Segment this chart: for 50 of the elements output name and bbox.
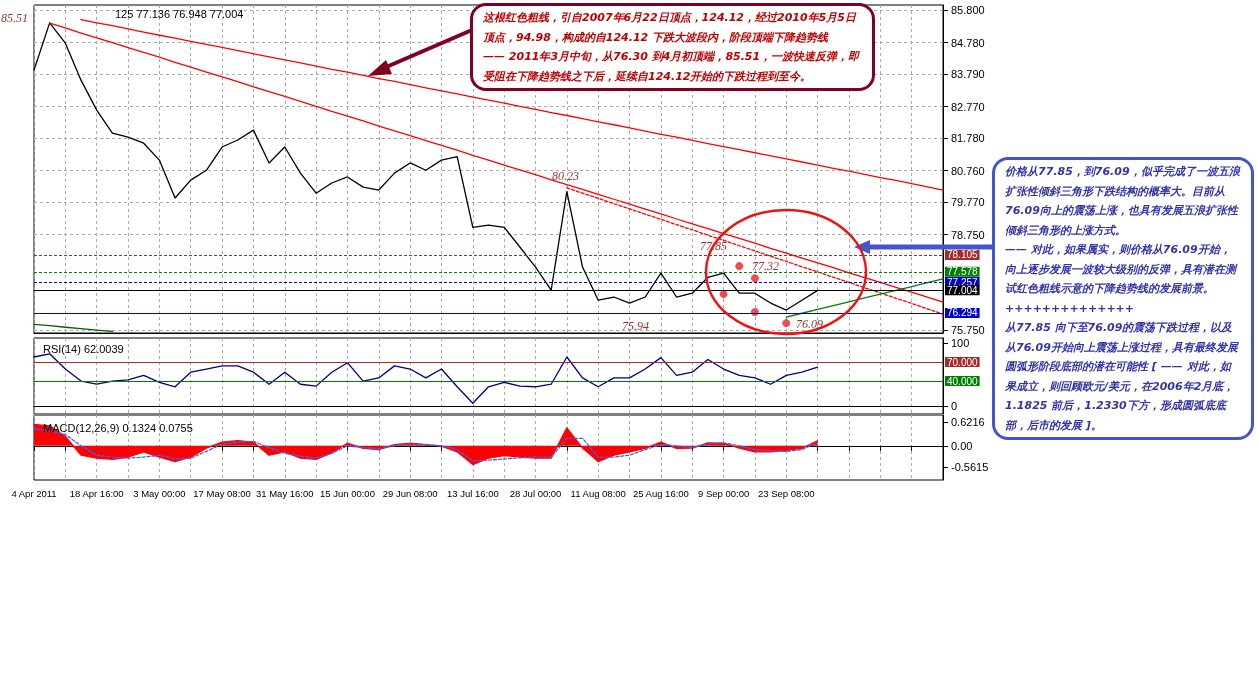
ref-line-label: 40.000 [947, 375, 979, 387]
point [750, 274, 759, 283]
y-tick-label: -0.5615 [951, 460, 989, 473]
y-tick-label: 85.800 [951, 4, 985, 17]
line-series [33, 353, 819, 404]
y-tick-label: 79.770 [951, 196, 985, 209]
x-tick-label: 29 Jun 08:00 [382, 487, 438, 499]
x-tick-label: 23 Sep 08:00 [758, 487, 815, 499]
x-tick-label: 31 May 16:00 [255, 487, 314, 499]
line-series [49, 22, 944, 303]
y-tick-label: 83.790 [951, 68, 985, 81]
y-tick-label: 80.760 [951, 164, 985, 177]
y-tick-label: 78.750 [951, 228, 985, 241]
point [735, 262, 744, 271]
ref-line-label: 78.105 [947, 249, 979, 261]
text: 价格从77.85，到76.09，似乎完成了一波五浪扩张性倾斜三角形下跌结构的概率大。目前从76.09向上的震荡上涨，也具有发展五浪扩张性倾斜三角形的上涨方式。 —— 对此，如果属实，则价格从76.09开始，向上逐步发展一波较大级别的反弹，具有潜在测试红色粗线示意的下降趋势线的发展前景。 ++++++++++++++ 从77.85 向下至76.09的震荡下跌过程，以及从76.09开始向上震荡上涨过程，具有最终发展圆弧形阶段底部的潜在可能性 [ —— 对此，如果成立，则回顾欧元/美元，在2006年2月底，1.1825 前后，1.2330下方，形成圆弧底底部，后市的发展 ]。 [1005, 165, 1240, 432]
x-tick-label: 13 Jul 16:00 [446, 487, 499, 499]
point [782, 319, 791, 328]
ref-line-label: 77.257 [947, 276, 979, 288]
x-tick-label: 4 Apr 2011 [11, 487, 57, 499]
x-tick-label: 3 May 00:00 [133, 487, 186, 499]
x-tick-label: 9 Sep 00:00 [697, 487, 750, 499]
ref-line-label: 77.578 [947, 266, 979, 278]
y-tick-label: 0.00 [951, 439, 973, 452]
text: 85.51 [1, 11, 28, 25]
annotation: 75.94 [622, 319, 649, 333]
x-tick-label: 18 Apr 16:00 [69, 487, 124, 499]
ref-line-label: 77.004 [947, 284, 979, 296]
ref-line-label: 70.000 [947, 356, 979, 368]
x-tick-label: 15 Jun 00:00 [319, 487, 375, 499]
annotation: 77.32 [752, 259, 779, 273]
point [719, 290, 728, 299]
x-tick-label: 11 Aug 08:00 [570, 487, 626, 499]
y-tick-label: 100 [951, 337, 970, 350]
x-tick-label: 17 May 08:00 [193, 487, 251, 499]
ref-line-label: 76.294 [947, 307, 979, 319]
y-tick-label: 0 [951, 400, 958, 413]
chart-title: 125 77.136 76.948 77.004 [115, 7, 244, 20]
line-series [33, 323, 114, 333]
x-tick-label: 25 Aug 16:00 [632, 487, 689, 499]
y-tick-label: 84.780 [951, 36, 985, 49]
x-tick-label: 28 Jul 00:00 [509, 487, 562, 499]
annotation: 80.23 [552, 169, 579, 183]
y-tick-label: 82.770 [951, 100, 985, 113]
annotation: 这根红色粗线，引自2007年6月22日顶点，124.12，经过2010年5月5日顶点，94.98，构成的自124.12 下跌大波段内，阶段顶端下降趋势线 —— 2011年3月中旬，从76.30 到4月初顶端，85.51，一波快速反弹，即受阻在下降趋势线之下后，延续自124.12开始的下跌过程到至今。 [470, 3, 875, 91]
chart-title: RSI(14) 62.0039 [43, 342, 124, 355]
y-tick-label: 75.750 [951, 324, 985, 337]
annotation: 76.09 [796, 317, 823, 331]
y-tick-label: 81.780 [951, 132, 985, 145]
y-tick-label: 0.6216 [951, 416, 985, 429]
